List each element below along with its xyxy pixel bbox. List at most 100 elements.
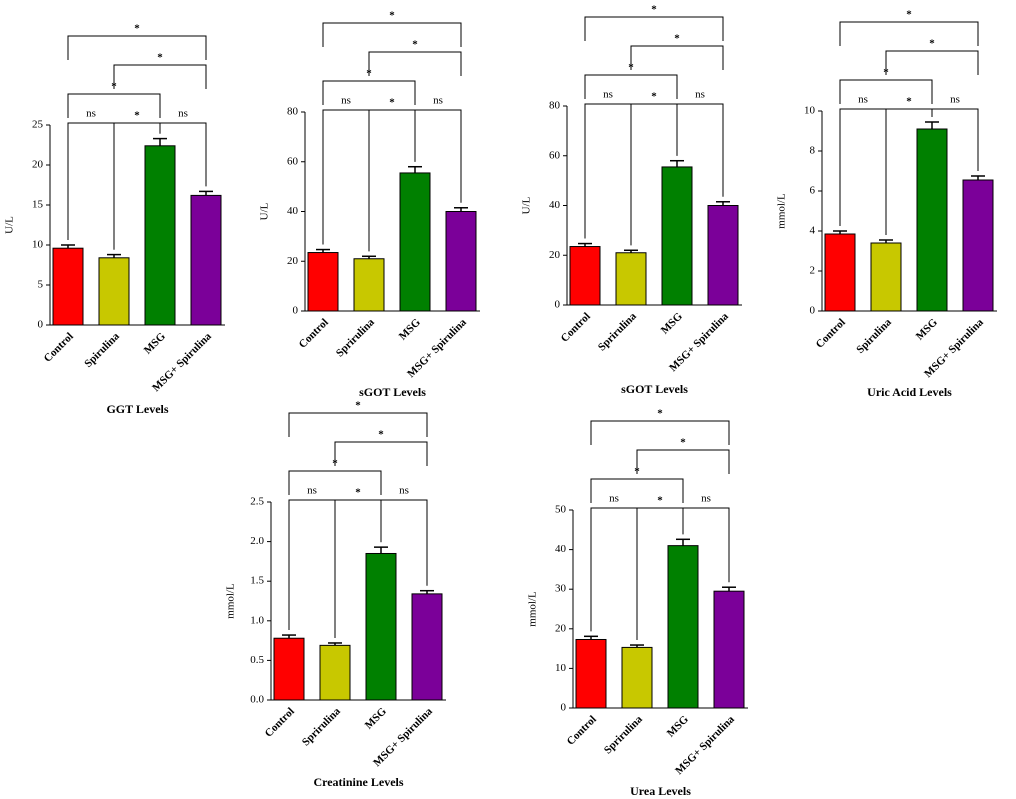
- significance-bracket: [584, 103, 632, 246]
- significance-bracket: [839, 108, 887, 235]
- y-tick-label: 0: [561, 702, 567, 714]
- y-tick-label: 0: [293, 305, 299, 317]
- y-tick-label: 10: [555, 662, 567, 674]
- x-tick-label: Sprirulina: [300, 705, 343, 748]
- bar: [569, 246, 601, 306]
- significance-bracket: [885, 50, 979, 75]
- bar: [575, 638, 607, 709]
- significance-bracket: [322, 22, 462, 47]
- y-tick-label: 0: [555, 299, 561, 311]
- t: Urea Levels: [630, 784, 691, 798]
- significance-bracket: [584, 16, 724, 41]
- significance-bracket: [288, 470, 382, 495]
- x-tick-label: MSG: [363, 705, 390, 732]
- x-tick-label: MSG: [659, 310, 686, 337]
- bar: [98, 257, 130, 326]
- significance-label: *: [389, 97, 395, 109]
- y-tick-label: 20: [32, 159, 44, 171]
- significance-label: ns: [307, 485, 317, 497]
- significance-label: *: [412, 39, 418, 51]
- x-tick-label: Sprirulina: [596, 310, 639, 353]
- bar: [667, 545, 699, 709]
- significance-bracket: [288, 499, 336, 638]
- significance-bracket: [67, 122, 115, 250]
- significance-label: *: [378, 429, 384, 441]
- t: sGOT Levels: [359, 385, 426, 399]
- bar: [273, 637, 305, 701]
- significance-label: ns: [609, 493, 619, 505]
- bar: [144, 145, 176, 326]
- y-tick-label: 0.0: [250, 694, 264, 706]
- y-tick-label: 1.5: [250, 575, 264, 587]
- significance-bracket: [414, 109, 462, 203]
- y-tick-label: 50: [555, 504, 567, 516]
- y-tick-label: 80: [549, 100, 561, 112]
- bar: [365, 552, 397, 701]
- significance-bracket: [590, 420, 730, 445]
- significance-label: *: [657, 408, 663, 420]
- y-tick-label: 0: [38, 319, 44, 331]
- y-axis-label: U/L: [521, 196, 533, 214]
- significance-label: *: [134, 110, 140, 122]
- significance-label: ns: [178, 108, 188, 120]
- x-tick-label: MSG: [142, 330, 169, 357]
- significance-label: *: [680, 437, 686, 449]
- significance-label: *: [906, 96, 912, 108]
- x-tick-label: Control: [263, 705, 297, 739]
- x-tick-label: Control: [565, 713, 599, 747]
- significance-bracket: [630, 45, 724, 70]
- significance-bracket: [67, 35, 207, 60]
- x-tick-label: Spirulina: [82, 330, 122, 370]
- significance-label: ns: [858, 94, 868, 106]
- bar: [824, 233, 856, 312]
- significance-label: *: [355, 487, 361, 499]
- significance-label: *: [929, 38, 935, 50]
- y-tick-label: 2.5: [250, 496, 264, 508]
- x-tick-label: Control: [559, 310, 593, 344]
- x-tick-label: MSG: [914, 316, 941, 343]
- significance-label: ns: [399, 485, 409, 497]
- x-tick-label: MSG: [397, 316, 424, 343]
- y-axis-label: mmol/L: [776, 193, 788, 229]
- bar: [707, 205, 739, 306]
- x-tick-label: Spirulina: [854, 316, 894, 356]
- significance-label: *: [651, 91, 657, 103]
- x-tick-label: Sprirulina: [334, 316, 377, 359]
- bar: [962, 179, 994, 312]
- significance-label: *: [657, 495, 663, 507]
- x-tick-label: Control: [297, 316, 331, 350]
- x-tick-label: Sprirulina: [602, 713, 645, 756]
- x-tick-label: MSG: [665, 713, 692, 740]
- significance-bracket: [368, 51, 462, 76]
- y-tick-label: 0: [810, 305, 816, 317]
- significance-label: ns: [341, 95, 351, 107]
- significance-bracket: [113, 64, 207, 89]
- y-tick-label: 20: [555, 622, 567, 634]
- significance-label: ns: [695, 89, 705, 101]
- y-tick-label: 0.5: [250, 654, 264, 666]
- t: Creatinine Levels: [313, 775, 403, 789]
- y-tick-label: 25: [32, 119, 44, 131]
- y-tick-label: 6: [810, 185, 816, 197]
- y-tick-label: 2: [810, 265, 816, 277]
- y-axis-label: U/L: [4, 216, 16, 234]
- significance-bracket: [584, 74, 678, 99]
- y-tick-label: 10: [804, 105, 816, 117]
- bar: [713, 590, 745, 709]
- y-tick-label: 60: [287, 155, 299, 167]
- significance-bracket: [636, 449, 730, 474]
- significance-label: ns: [603, 89, 613, 101]
- significance-label: *: [651, 4, 657, 16]
- t: Uric Acid Levels: [867, 385, 952, 399]
- y-tick-label: 2.0: [250, 535, 264, 547]
- significance-bracket: [931, 108, 979, 171]
- bar: [916, 128, 948, 312]
- y-tick-label: 40: [555, 543, 567, 555]
- significance-bracket: [288, 412, 428, 437]
- significance-label: *: [157, 52, 163, 64]
- y-tick-label: 20: [549, 249, 561, 261]
